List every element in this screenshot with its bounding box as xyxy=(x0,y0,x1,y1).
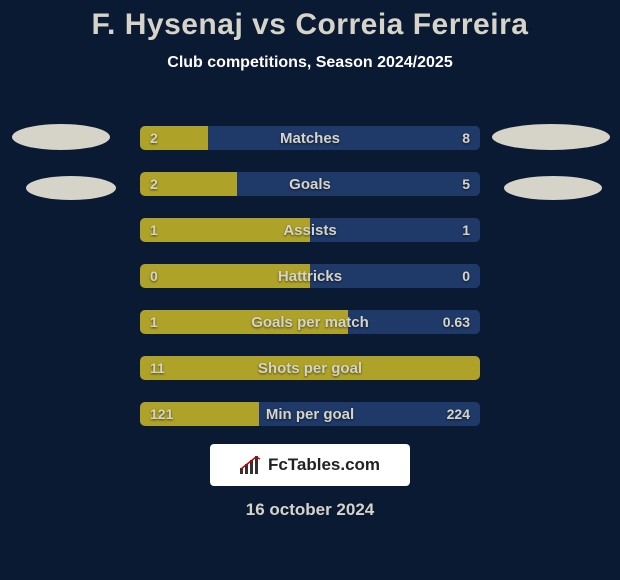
avatar-placeholder-top-left xyxy=(12,124,110,150)
stat-row: 10.63Goals per match xyxy=(140,310,480,334)
stat-row: 25Goals xyxy=(140,172,480,196)
stat-row: 121224Min per goal xyxy=(140,402,480,426)
watermark: FcTables.com xyxy=(210,444,410,486)
avatar-placeholder-top-right xyxy=(492,124,610,150)
date: 16 october 2024 xyxy=(0,500,620,520)
stat-label: Goals per match xyxy=(140,310,480,334)
stat-label: Shots per goal xyxy=(140,356,480,380)
stat-label: Goals xyxy=(140,172,480,196)
comparison-chart: F. Hysenaj vs Correia Ferreira Club comp… xyxy=(0,0,620,580)
stat-row: 11Assists xyxy=(140,218,480,242)
stat-row: 28Matches xyxy=(140,126,480,150)
page-title: F. Hysenaj vs Correia Ferreira xyxy=(0,0,620,42)
avatar-placeholder-mid-right xyxy=(504,176,602,200)
avatar-placeholder-mid-left xyxy=(26,176,116,200)
watermark-text: FcTables.com xyxy=(268,455,380,475)
stat-label: Assists xyxy=(140,218,480,242)
signal-icon xyxy=(240,456,262,474)
stat-label: Matches xyxy=(140,126,480,150)
stat-label: Hattricks xyxy=(140,264,480,288)
stat-bars: 28Matches 25Goals 11Assists 00Hattricks 10.6… xyxy=(140,126,480,448)
stat-label: Min per goal xyxy=(140,402,480,426)
stat-row: 11Shots per goal xyxy=(140,356,480,380)
stat-row: 00Hattricks xyxy=(140,264,480,288)
subtitle: Club competitions, Season 2024/2025 xyxy=(0,54,620,72)
